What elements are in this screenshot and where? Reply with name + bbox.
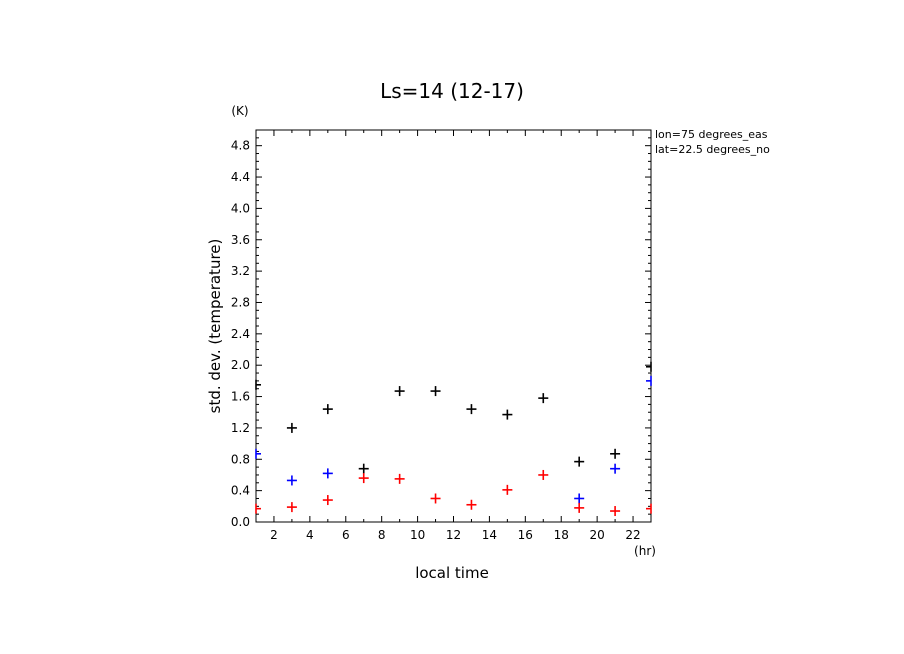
data-point	[322, 495, 333, 506]
data-point	[430, 386, 441, 397]
data-point	[574, 493, 585, 504]
data-point	[502, 409, 513, 420]
chart-title: Ls=14 (12-17)	[380, 79, 524, 103]
data-point	[322, 468, 333, 479]
x-tick-label: 18	[554, 528, 569, 542]
x-tick-label: 22	[625, 528, 640, 542]
series-2	[255, 469, 652, 517]
x-tick-label: 8	[378, 528, 386, 542]
ticks: 2 4 6 8 10 12 14 16 18 20 22 0.0 0.4 0.8 1.2 1.6 2.0 2.4 2…	[231, 129, 652, 542]
data-point	[394, 386, 405, 397]
y-tick-label: 2.4	[231, 327, 250, 341]
data-point	[322, 404, 333, 415]
y-tick-label: 4.4	[231, 170, 250, 184]
y-tick-label: 2.0	[231, 358, 250, 372]
y-tick-label: 0.4	[231, 484, 250, 498]
x-unit-label: (hr)	[634, 544, 656, 558]
x-tick-label: 2	[270, 528, 278, 542]
data-point	[394, 473, 405, 484]
x-tick-label: 16	[518, 528, 533, 542]
data-point	[538, 393, 549, 404]
data-point	[358, 473, 369, 484]
data-point	[610, 506, 621, 517]
data-point	[538, 469, 549, 480]
data-point	[255, 503, 261, 514]
y-tick-label: 0.8	[231, 452, 250, 466]
data-point	[286, 422, 297, 433]
annotation-lat: lat=22.5 degrees_no	[655, 143, 770, 156]
data-point	[255, 379, 261, 390]
x-tick-label: 14	[482, 528, 497, 542]
data-point	[574, 502, 585, 513]
y-unit-label: (K)	[231, 104, 248, 118]
series-1	[255, 375, 652, 504]
y-tick-label: 3.6	[231, 233, 250, 247]
y-tick-label: 1.2	[231, 421, 250, 435]
x-tick-label: 6	[342, 528, 350, 542]
data-point	[466, 499, 477, 510]
annotation-lon: lon=75 degrees_eas	[655, 128, 768, 141]
data-point	[646, 361, 652, 372]
data-point	[430, 493, 441, 504]
data-point	[255, 448, 261, 459]
data-point	[610, 448, 621, 459]
y-axis-label: std. dev. (temperature)	[206, 239, 224, 414]
data-point	[286, 475, 297, 486]
y-tick-label: 2.8	[231, 295, 250, 309]
x-tick-label: 20	[589, 528, 604, 542]
x-axis-label: local time	[415, 564, 489, 582]
data-point	[502, 484, 513, 495]
data-point	[466, 404, 477, 415]
series-0	[255, 361, 652, 474]
data-marks	[255, 361, 652, 517]
y-tick-label: 3.2	[231, 264, 250, 278]
data-point	[610, 463, 621, 474]
x-tick-label: 4	[306, 528, 314, 542]
plot-frame	[255, 129, 652, 523]
y-tick-label: 0.0	[231, 515, 250, 529]
data-point	[574, 456, 585, 467]
data-point	[358, 463, 369, 474]
data-point	[286, 502, 297, 513]
y-tick-label: 4.8	[231, 139, 250, 153]
x-tick-label: 10	[410, 528, 425, 542]
x-tick-label: 12	[446, 528, 461, 542]
y-tick-label: 1.6	[231, 390, 250, 404]
data-point	[646, 503, 652, 514]
y-tick-label: 4.0	[231, 201, 250, 215]
data-point	[646, 375, 652, 386]
